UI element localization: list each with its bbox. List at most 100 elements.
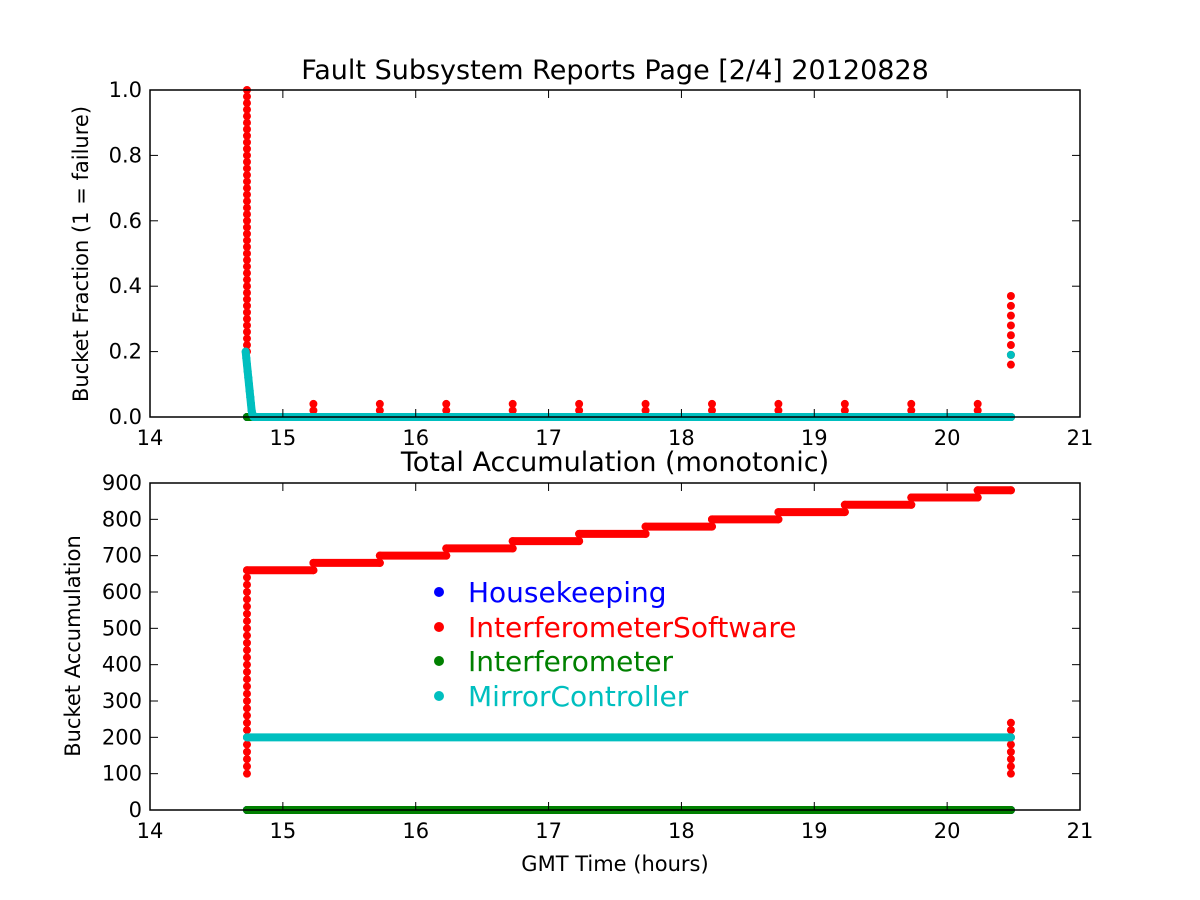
accumulation-point-interferometer-software [242, 726, 251, 735]
fraction-point-mirror-controller [1006, 350, 1015, 359]
accumulation-point-interferometer-software [1006, 755, 1015, 764]
fraction-point-interferometer-software [1006, 331, 1015, 340]
accumulation-point-interferometer-software [840, 508, 849, 517]
accumulation-y-tick-label: 700 [102, 544, 142, 568]
accumulation-x-tick-label: 15 [269, 819, 296, 843]
fraction-x-tick-label: 14 [137, 426, 164, 450]
accumulation-y-tick-label: 100 [102, 762, 142, 786]
fraction-x-tick-label: 18 [668, 426, 695, 450]
accumulation-point-interferometer-software [641, 529, 650, 538]
fraction-axes-frame [149, 89, 1081, 418]
accumulation-point-interferometer-software [973, 493, 982, 502]
fraction-point-interferometer-software [309, 406, 318, 415]
legend-marker-interferometer [434, 656, 444, 666]
legend-label-interferometer: Interferometer [468, 645, 674, 678]
fraction-point-interferometer-software [242, 125, 251, 134]
fraction-point-interferometer-software [242, 242, 251, 251]
fraction-point-interferometer-software [1006, 311, 1015, 320]
fraction-point-interferometer-software [242, 92, 251, 101]
fraction-point-interferometer-software [242, 282, 251, 291]
accumulation-y-axis-label: Bucket Accumulation [61, 535, 85, 757]
accumulation-point-interferometer-software [242, 769, 251, 778]
fraction-panel: Fault Subsystem Reports Page [2/4] 20120… [69, 55, 1093, 450]
fraction-x-tick-label: 17 [535, 426, 562, 450]
accumulation-point-interferometer-software [242, 667, 251, 676]
accumulation-x-tick-label: 18 [668, 819, 695, 843]
accumulation-x-tick-label: 20 [934, 819, 961, 843]
accumulation-point-interferometer-software [1006, 740, 1015, 749]
accumulation-y-tick-label: 0 [129, 798, 142, 822]
accumulation-point-interferometer-software [242, 740, 251, 749]
legend-label-interferometer-software: InterferometerSoftware [468, 611, 796, 644]
fraction-point-interferometer-software [242, 157, 251, 166]
accumulation-point-interferometer-software [242, 682, 251, 691]
fraction-point-interferometer-software [242, 216, 251, 225]
fraction-y-tick-label: 0.0 [109, 405, 142, 429]
legend-item-housekeeping: Housekeeping [434, 576, 667, 609]
accumulation-point-interferometer-software [242, 711, 251, 720]
fraction-point-interferometer-software [242, 203, 251, 212]
accumulation-y-tick-label: 600 [102, 580, 142, 604]
accumulation-point-interferometer-software [1006, 718, 1015, 727]
fraction-y-tick-label: 0.8 [109, 143, 142, 167]
fraction-point-interferometer-software [840, 399, 849, 408]
accumulation-point-interferometer-software [1006, 762, 1015, 771]
fraction-point-interferometer-software [242, 99, 251, 108]
fraction-point-interferometer-software [641, 399, 650, 408]
fraction-chart-title: Fault Subsystem Reports Page [2/4] 20120… [301, 55, 929, 86]
accumulation-point-interferometer-software [242, 617, 251, 626]
fraction-point-interferometer-software [774, 399, 783, 408]
fraction-point-interferometer-software [907, 399, 916, 408]
legend-marker-interferometer-software [434, 622, 444, 632]
accumulation-x-tick-label: 21 [1067, 819, 1094, 843]
accumulation-y-tick-label: 400 [102, 653, 142, 677]
fraction-ticks: 14 15 16 17 18 19 20 21 0.0 0.2 0.4 0.6 0.8 1.0 [109, 78, 1094, 450]
fraction-point-interferometer-software [242, 269, 251, 278]
fraction-point-interferometer-software [242, 262, 251, 271]
accumulation-point-interferometer-software [707, 522, 716, 531]
legend-marker-housekeeping [434, 587, 444, 597]
accumulation-x-tick-label: 14 [137, 819, 164, 843]
fraction-y-tick-label: 0.4 [109, 274, 142, 298]
accumulation-point-interferometer-software [242, 602, 251, 611]
accumulation-point-interferometer-software [242, 718, 251, 727]
fraction-point-interferometer-software [242, 256, 251, 265]
accumulation-point-interferometer-software [242, 595, 251, 604]
legend-item-mirror-controller: MirrorController [434, 680, 689, 713]
accumulation-point-interferometer-software [508, 544, 517, 553]
accumulation-point-interferometer-software [242, 646, 251, 655]
fraction-point-interferometer-software [774, 406, 783, 415]
accumulation-x-tick-label: 16 [402, 819, 429, 843]
fraction-point-interferometer-software [1006, 321, 1015, 330]
accumulation-point-interferometer-software [242, 588, 251, 596]
fraction-point-interferometer-software [242, 190, 251, 199]
fraction-x-tick-label: 16 [402, 426, 429, 450]
fraction-point-interferometer-software [242, 341, 251, 350]
fraction-point-interferometer-software [242, 105, 251, 114]
fraction-point-interferometer-software [242, 301, 251, 310]
accumulation-point-interferometer-software [242, 631, 251, 640]
fraction-y-tick-label: 0.6 [109, 209, 142, 233]
legend: Housekeeping InterferometerSoftware Inte… [434, 576, 796, 713]
fraction-point-interferometer-software [707, 399, 716, 408]
legend-item-interferometer: Interferometer [434, 645, 674, 678]
fraction-y-tick-label: 1.0 [109, 78, 142, 102]
fraction-point-interferometer-software [242, 229, 251, 238]
fraction-point-interferometer-software [242, 184, 251, 193]
legend-label-housekeeping: Housekeeping [468, 576, 667, 609]
fraction-point-interferometer-software [1006, 341, 1015, 350]
accumulation-chart-title: Total Accumulation (monotonic) [400, 447, 829, 478]
fraction-point-interferometer-software [575, 399, 584, 408]
fraction-point-interferometer-software [508, 399, 517, 408]
legend-label-mirror-controller: MirrorController [468, 680, 689, 713]
fraction-point-interferometer-software [242, 236, 251, 245]
fraction-point-interferometer-software [309, 399, 318, 408]
fraction-y-tick-label: 0.2 [109, 340, 142, 364]
accumulation-x-axis-label: GMT Time (hours) [521, 852, 708, 876]
fraction-point-interferometer-software [242, 177, 251, 186]
fraction-point-interferometer-software [242, 197, 251, 206]
fraction-point-interferometer-software [508, 406, 517, 415]
fraction-point-interferometer-software [242, 171, 251, 180]
fraction-point-interferometer-software [1006, 292, 1015, 301]
accumulation-series-mirror-controller [242, 733, 1015, 742]
